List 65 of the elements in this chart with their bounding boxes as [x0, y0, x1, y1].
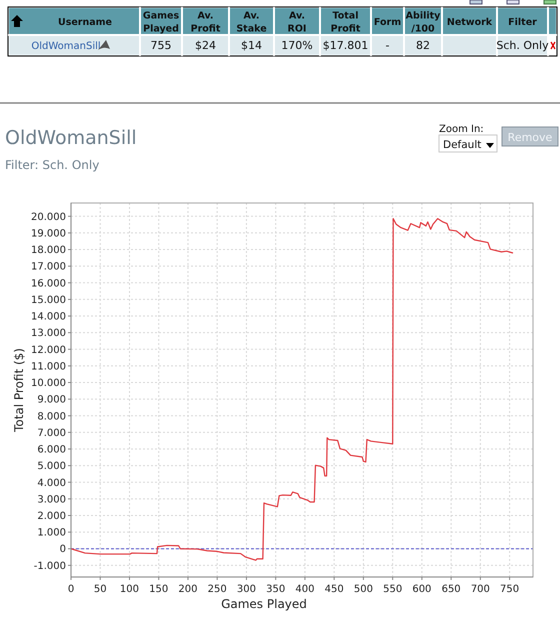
- category-label: Av. Stake: [236, 10, 267, 34]
- y-tick-label: 17.000: [31, 262, 66, 273]
- text: $17.801: [322, 39, 368, 52]
- text: Zoom In:: [439, 124, 484, 135]
- chart-subtitle: Filter: Sch. Only: [5, 158, 100, 172]
- text: OldWomanSill: [31, 41, 101, 52]
- y-tick-label: 10.000: [31, 378, 66, 390]
- y-tick-label: 4.000: [37, 478, 66, 489]
- y-tick-label: 16.000: [31, 278, 66, 290]
- category-label: Filter: [508, 17, 538, 28]
- x-tick-label: 500: [354, 584, 373, 595]
- category-label: Username: [58, 17, 112, 28]
- x-tick-label: 150: [149, 584, 168, 595]
- y-tick-label: 8.000: [37, 411, 66, 422]
- text: $14: [241, 39, 262, 52]
- category-label: Av. Profit: [190, 10, 221, 34]
- chart-title: OldWomanSill: [5, 127, 137, 149]
- y-tick-label: 11.000: [31, 361, 66, 372]
- line-series: [70, 218, 514, 561]
- category-label: Form: [374, 17, 402, 28]
- y-tick-label: 0: [60, 544, 66, 556]
- x-tick-label: 550: [383, 584, 402, 595]
- x-tick-label: 100: [120, 584, 140, 595]
- y-tick-label: 18.000: [31, 245, 66, 256]
- x-tick-label: 400: [295, 584, 314, 595]
- y-tick-label: 12.000: [31, 344, 66, 356]
- y-tick-label: 19.000: [31, 228, 66, 240]
- x-tick-label: 200: [178, 584, 198, 595]
- y-tick-label: 5.000: [37, 461, 66, 472]
- text: -: [386, 39, 390, 52]
- category-label: Games Played: [142, 10, 180, 34]
- x-tick-label: 600: [412, 584, 432, 595]
- x-tick-label: 300: [236, 584, 256, 595]
- x-tick-label: 700: [470, 584, 490, 595]
- category-label: Network: [446, 17, 493, 28]
- x-tick-label: 0: [68, 584, 74, 595]
- y-axis-title: Total Profit ($): [12, 348, 26, 433]
- x-tick-label: 50: [94, 584, 107, 595]
- category-label: Ability /100: [406, 10, 442, 34]
- category-label: Total Profit: [330, 10, 361, 34]
- y-tick-label: -1.000: [34, 560, 66, 572]
- x-tick-label: 250: [208, 584, 227, 595]
- y-tick-label: 20.000: [31, 212, 66, 223]
- x-axis-title: Games Played: [221, 597, 307, 611]
- y-tick-label: 1.000: [37, 528, 66, 539]
- text: Sch. Only: [496, 39, 549, 52]
- x-tick-label: 650: [442, 584, 461, 595]
- y-tick-label: 15.000: [31, 294, 66, 306]
- x-tick-label: 450: [324, 584, 344, 595]
- text: 755: [150, 39, 172, 52]
- text: $24: [195, 39, 216, 52]
- text: 170%: [281, 39, 313, 52]
- y-tick-label: 14.000: [31, 312, 66, 323]
- x-tick-label: 350: [266, 584, 286, 595]
- y-tick-label: 7.000: [37, 428, 66, 439]
- text: 82: [416, 39, 430, 52]
- x-tick-label: 750: [500, 584, 520, 595]
- y-tick-label: 3.000: [37, 494, 66, 506]
- y-tick-label: 9.000: [37, 394, 66, 406]
- text: Remove: [508, 131, 553, 144]
- y-tick-label: 2.000: [37, 511, 66, 522]
- y-tick-label: 13.000: [31, 328, 66, 340]
- y-tick-label: 6.000: [37, 444, 66, 456]
- category-label: Av. ROI: [288, 10, 306, 34]
- text: Default: [443, 139, 482, 151]
